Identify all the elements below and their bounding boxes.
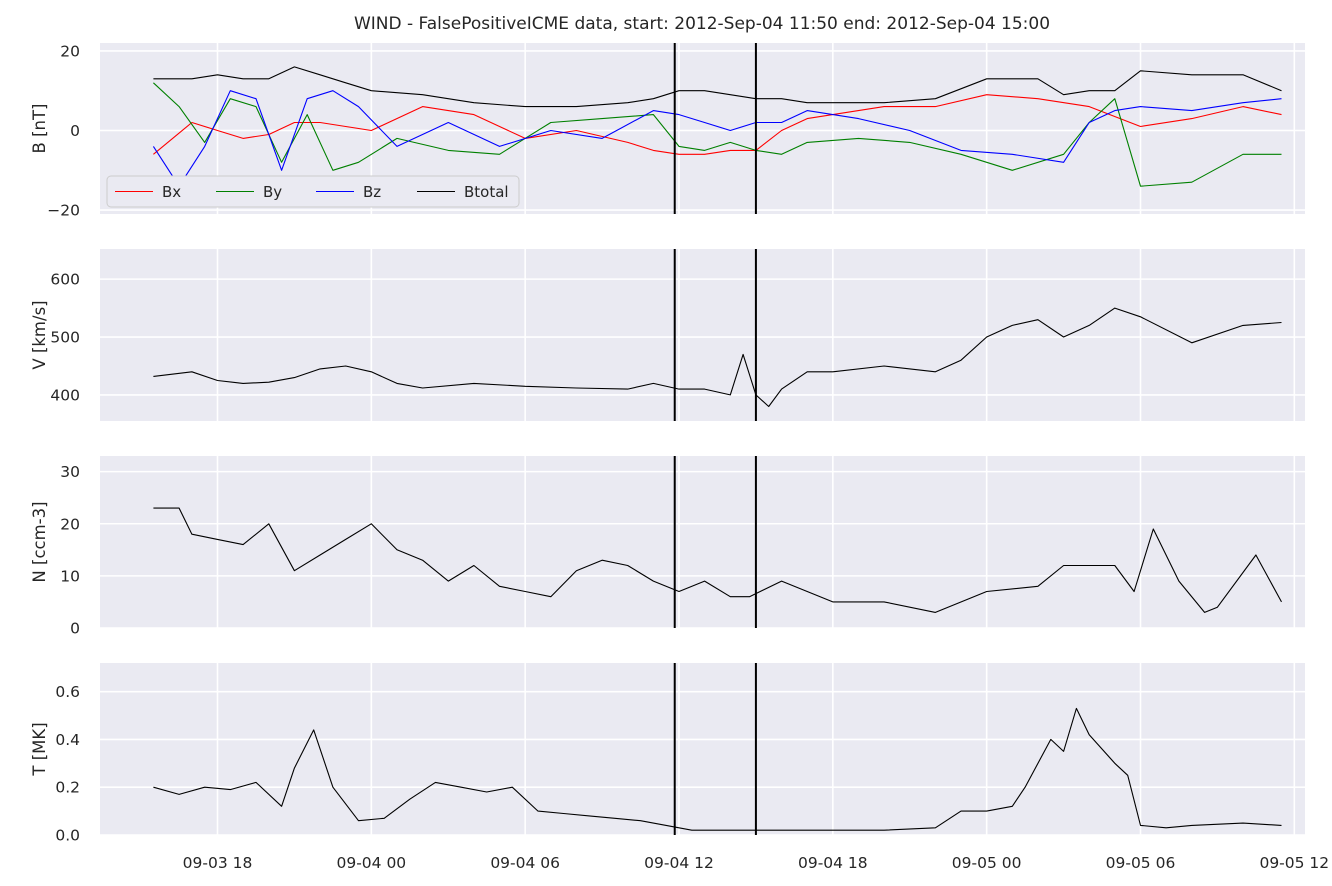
series-line-bx [153,94,1282,155]
legend-label: Btotal [464,183,509,201]
chart-title: WIND - FalsePositiveICME data, start: 20… [354,14,1050,34]
y-tick-label: 0.6 [55,683,80,701]
y-axis-label: B [nT] [30,104,49,154]
y-tick-label: 500 [50,329,80,347]
x-tick-label: 09-04 12 [644,854,714,872]
x-tick-label: 09-04 00 [336,854,406,872]
x-tick-label: 09-05 06 [1106,854,1176,872]
panel-b: −20 0 20 B [nT] Bx By Bz Btotal [30,42,1305,220]
series-line-btotal [153,66,1282,108]
y-tick-label: 0.4 [55,731,80,749]
series-line-bz [152,90,1282,187]
y-tick-label: 0 [70,122,80,140]
x-axis: 09-03 18 09-04 00 09-04 06 09-04 12 09-04 18… [183,854,1330,872]
y-tick-label: 10 [60,567,80,585]
legend-label: Bx [162,183,181,201]
legend-frame [106,175,520,208]
y-tick-label: 20 [60,515,80,533]
plot-background [100,249,1305,421]
panel-n: 0 10 20 30 N [ccm-3] [30,456,1305,638]
y-tick-label: 20 [60,42,80,60]
y-axis-label: V [km/s] [30,300,49,369]
x-tick-label: 09-05 00 [952,854,1022,872]
series-line-t [153,707,1282,831]
x-tick-label: 09-05 12 [1259,854,1329,872]
plot-background [100,456,1305,628]
y-axis-label: T [MK] [30,722,49,776]
y-tick-label: 0.0 [55,827,80,845]
legend-label: By [263,183,282,201]
y-tick-label: −20 [47,202,80,220]
plot-background [100,663,1305,835]
series-line-by [153,82,1282,187]
legend-label: Bz [363,183,381,201]
series-line-n [153,507,1282,613]
x-tick-label: 09-04 18 [798,854,868,872]
y-tick-label: 600 [50,271,80,289]
x-tick-label: 09-03 18 [183,854,253,872]
y-axis-label: N [ccm-3] [30,501,49,582]
x-tick-label: 09-04 06 [490,854,560,872]
panel-t: 0.0 0.2 0.4 0.6 T [MK] [30,663,1305,845]
y-tick-label: 400 [50,386,80,404]
series-line-v [153,307,1282,408]
y-tick-label: 0.2 [55,779,80,797]
y-tick-label: 0 [70,620,80,638]
legend: Bx By Bz Btotal [106,175,520,208]
y-tick-label: 30 [60,463,80,481]
